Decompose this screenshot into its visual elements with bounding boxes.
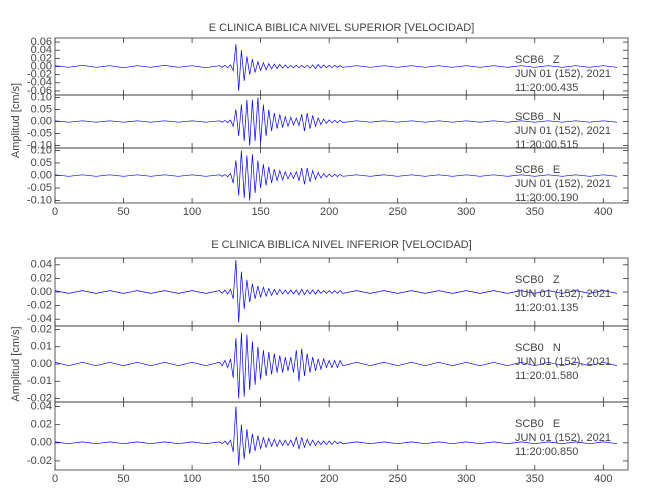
time-label: 11:20:01.135 <box>515 302 578 314</box>
x-tick-label: 300 <box>457 473 475 485</box>
y-tick-label: 0.05 <box>31 157 52 169</box>
x-tick-label: 300 <box>457 206 475 218</box>
y-tick-label: -0.05 <box>27 182 52 194</box>
y-tick-label: -0.02 <box>27 455 52 467</box>
y-tick-label: -0.04 <box>27 313 52 325</box>
y-tick-label: 0.02 <box>31 52 52 64</box>
y-tick-label: 0.01 <box>31 341 52 353</box>
date-label: JUN 01 (152), 2021 <box>515 356 611 368</box>
chart-title: E CLINICA BIBLICA NIVEL INFERIOR [VELOCI… <box>211 239 472 251</box>
x-tick-label: 0 <box>52 473 58 485</box>
y-tick-label: 0.10 <box>31 144 52 156</box>
y-tick-label: -0.02 <box>27 300 52 312</box>
x-tick-label: 200 <box>320 206 338 218</box>
x-tick-label: 150 <box>251 206 269 218</box>
time-label: 11:20:00.190 <box>515 192 578 204</box>
x-tick-label: 350 <box>526 206 544 218</box>
y-axis-label: Amplitud [cm/s] <box>10 83 22 158</box>
waveform <box>54 44 618 91</box>
y-tick-label: 0.00 <box>31 60 52 72</box>
y-tick-label: 0.02 <box>31 419 52 431</box>
y-tick-label: 0.05 <box>31 103 52 115</box>
y-tick-label: -0.04 <box>27 77 52 89</box>
date-label: JUN 01 (152), 2021 <box>515 68 611 80</box>
x-tick-label: 100 <box>183 206 201 218</box>
station-label: SCB6 N <box>515 111 561 123</box>
y-tick-label: -0.05 <box>27 127 52 139</box>
y-tick-label: 0.04 <box>31 400 52 412</box>
y-tick-label: 0.00 <box>31 169 52 181</box>
station-label: SCB6 Z <box>515 54 560 66</box>
x-tick-label: 50 <box>117 473 129 485</box>
station-label: SCB0 Z <box>515 274 560 286</box>
y-tick-label: 0.06 <box>31 36 52 48</box>
y-tick-label: 0.04 <box>31 259 52 271</box>
y-tick-label: 0.02 <box>31 272 52 284</box>
chart-title: E CLINICA BIBLICA NIVEL SUPERIOR [VELOCI… <box>209 22 475 34</box>
y-tick-label: -0.06 <box>27 85 52 97</box>
y-axis-label: Amplitud [cm/s] <box>10 326 22 401</box>
time-label: 11:20:01.580 <box>515 370 578 382</box>
x-tick-label: 50 <box>117 206 129 218</box>
x-tick-label: 250 <box>389 473 407 485</box>
y-tick-label: -0.02 <box>27 69 52 81</box>
waveform <box>54 406 618 466</box>
x-tick-label: 100 <box>183 473 201 485</box>
x-tick-label: 350 <box>526 473 544 485</box>
waveform <box>54 150 618 201</box>
waveform <box>54 259 618 323</box>
x-tick-label: 400 <box>594 206 612 218</box>
x-tick-label: 0 <box>52 206 58 218</box>
y-tick-label: 0.00 <box>31 437 52 449</box>
waveform <box>54 332 618 399</box>
y-tick-label: -0.10 <box>27 139 52 151</box>
panel-frame <box>54 401 629 471</box>
x-tick-label: 250 <box>389 206 407 218</box>
date-label: JUN 01 (152), 2021 <box>515 288 611 300</box>
date-label: JUN 01 (152), 2021 <box>515 178 611 190</box>
station-label: SCB0 E <box>515 418 560 430</box>
x-tick-label: 200 <box>320 473 338 485</box>
date-label: JUN 01 (152), 2021 <box>515 125 611 137</box>
y-tick-label: 0.00 <box>31 286 52 298</box>
y-tick-label: 0.00 <box>31 358 52 370</box>
time-label: 11:20:00.515 <box>515 139 578 151</box>
date-label: JUN 01 (152), 2021 <box>515 432 611 444</box>
x-tick-label: 400 <box>594 473 612 485</box>
station-label: SCB6 E <box>515 164 560 176</box>
y-tick-label: -0.10 <box>27 194 52 206</box>
y-tick-label: 0.04 <box>31 44 52 56</box>
station-label: SCB0 N <box>515 342 561 354</box>
waveform <box>54 97 618 146</box>
y-tick-label: 0.10 <box>31 91 52 103</box>
time-label: 11:20:00.850 <box>515 446 578 458</box>
y-tick-label: 0.00 <box>31 115 52 127</box>
time-label: 11:20:00.435 <box>515 82 578 94</box>
y-tick-label: -0.02 <box>27 392 52 404</box>
x-tick-label: 150 <box>251 473 269 485</box>
y-tick-label: 0.02 <box>31 323 52 335</box>
y-tick-label: -0.01 <box>27 375 52 387</box>
